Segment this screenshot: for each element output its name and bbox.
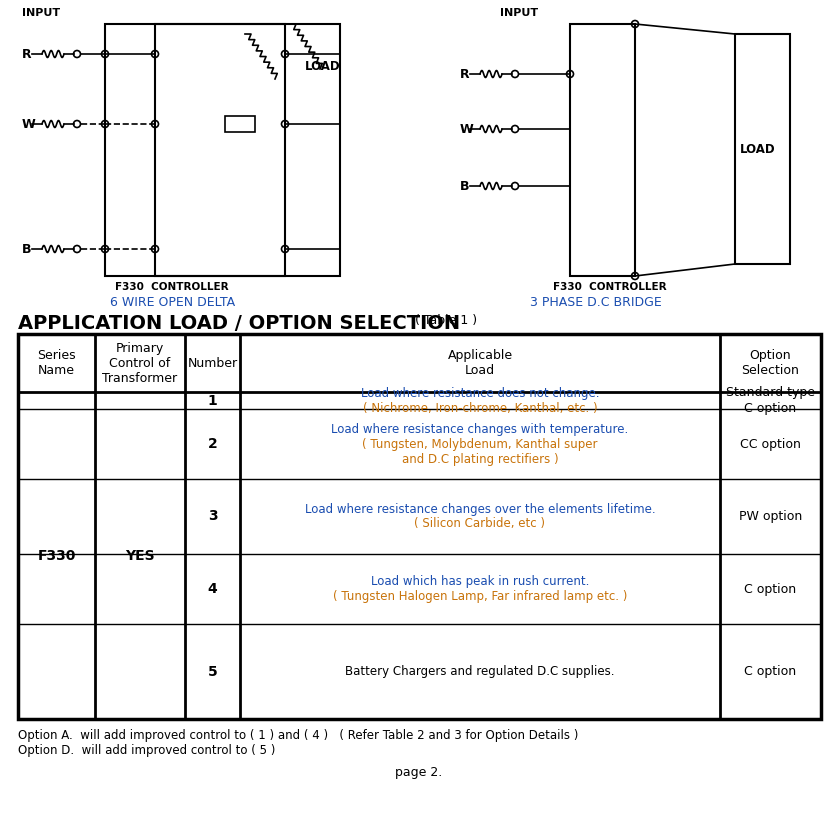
Text: ( Table 1 ): ( Table 1 ) — [415, 314, 477, 327]
Text: 2: 2 — [207, 437, 217, 451]
Text: Option D.  will add improved control to ( 5 ): Option D. will add improved control to (… — [18, 744, 275, 757]
Text: R: R — [22, 48, 32, 60]
Text: B: B — [22, 242, 32, 255]
Text: 4: 4 — [207, 582, 217, 596]
Text: W: W — [460, 123, 474, 135]
Text: Standard type: Standard type — [726, 386, 815, 399]
Text: YES: YES — [125, 549, 155, 563]
Text: F330  CONTROLLER: F330 CONTROLLER — [553, 282, 667, 292]
Text: and D.C plating rectifiers ): and D.C plating rectifiers ) — [402, 452, 558, 466]
Bar — [18, 334, 821, 719]
Bar — [225, 116, 255, 132]
Bar — [570, 24, 635, 276]
Text: APPLICATION LOAD / OPTION SELECTION: APPLICATION LOAD / OPTION SELECTION — [18, 314, 460, 333]
Text: Load where resistance does not change.: Load where resistance does not change. — [361, 386, 599, 400]
Text: CC option: CC option — [740, 438, 801, 451]
Text: ( Silicon Carbide, etc ): ( Silicon Carbide, etc ) — [414, 517, 545, 531]
Text: Option A.  will add improved control to ( 1 ) and ( 4 )   ( Refer Table 2 and 3 : Option A. will add improved control to (… — [18, 729, 578, 742]
Text: Primary
Control of
Transformer: Primary Control of Transformer — [102, 341, 178, 385]
Text: R: R — [460, 68, 470, 81]
Text: ( Nichrome, Iron-chrome, Kanthal, etc. ): ( Nichrome, Iron-chrome, Kanthal, etc. ) — [362, 401, 597, 414]
Text: C option: C option — [744, 665, 796, 678]
Text: B: B — [460, 180, 470, 193]
Text: C option: C option — [744, 402, 796, 415]
Bar — [155, 24, 285, 276]
Text: Series
Name: Series Name — [37, 349, 76, 377]
Text: F330: F330 — [37, 549, 76, 563]
Text: Load where resistance changes over the elements lifetime.: Load where resistance changes over the e… — [305, 503, 655, 516]
Text: Load where resistance changes with temperature.: Load where resistance changes with tempe… — [331, 423, 628, 436]
Text: Number: Number — [187, 357, 237, 369]
Text: 6 WIRE OPEN DELTA: 6 WIRE OPEN DELTA — [110, 296, 235, 309]
Text: INPUT: INPUT — [22, 8, 60, 18]
Text: F330  CONTROLLER: F330 CONTROLLER — [115, 282, 228, 292]
Text: INPUT: INPUT — [500, 8, 538, 18]
Text: W: W — [22, 118, 36, 130]
Text: page 2.: page 2. — [395, 766, 443, 779]
Text: ( Tungsten, Molybdenum, Kanthal super: ( Tungsten, Molybdenum, Kanthal super — [362, 438, 597, 451]
Text: ( Tungsten Halogen Lamp, Far infrared lamp etc. ): ( Tungsten Halogen Lamp, Far infrared la… — [333, 590, 628, 603]
Text: C option: C option — [744, 583, 796, 596]
Text: Applicable
Load: Applicable Load — [447, 349, 513, 377]
Bar — [105, 24, 340, 276]
Text: Battery Chargers and regulated D.C supplies.: Battery Chargers and regulated D.C suppl… — [346, 665, 615, 678]
Text: LOAD: LOAD — [740, 143, 775, 156]
Text: 1: 1 — [207, 394, 217, 408]
Text: 5: 5 — [207, 664, 217, 678]
Text: Option
Selection: Option Selection — [742, 349, 800, 377]
Text: Load which has peak in rush current.: Load which has peak in rush current. — [371, 575, 589, 588]
Text: 3 PHASE D.C BRIDGE: 3 PHASE D.C BRIDGE — [530, 296, 662, 309]
Text: LOAD: LOAD — [305, 59, 341, 73]
Text: PW option: PW option — [739, 510, 802, 523]
Bar — [735, 34, 790, 264]
Text: 3: 3 — [208, 509, 217, 523]
